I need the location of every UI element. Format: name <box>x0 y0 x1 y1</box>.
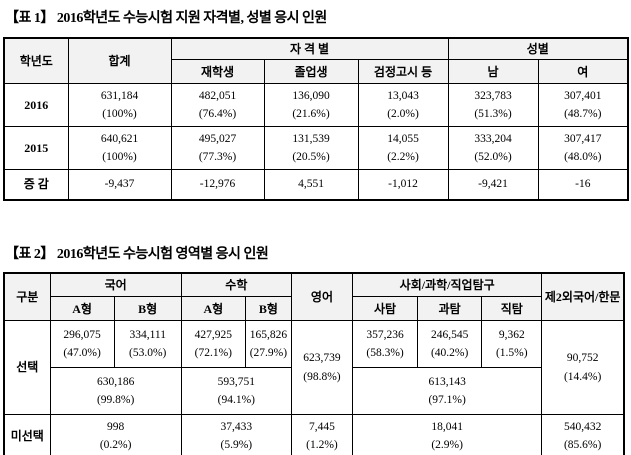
t2-header-category: 구분 <box>3 272 51 322</box>
t1-header-enrolled: 재학생 <box>170 59 265 85</box>
table-row: 증 감 -9,437 -12,976 4,551 -1,012 -9,421 -… <box>3 169 629 201</box>
table-row: 2016 631,184 (100%) 482,051 (76.4%) 136,… <box>3 83 629 128</box>
t2-unselected-math: 37,433 (5.9%) <box>180 414 292 455</box>
t2-selected-math-a: 427,925 (72.1%) <box>180 320 246 369</box>
t2-header-vocational: 직탐 <box>481 296 543 322</box>
t2-header-second-lang: 제2외국어/한문 <box>541 272 625 322</box>
t1-row2016-total: 631,184 (100%) <box>67 83 172 128</box>
t2-selected-english: 623,739 (98.8%) <box>290 320 354 416</box>
t1-row2016-male: 323,783 (51.3%) <box>447 83 539 128</box>
t1-row2016-label: 2016 <box>3 83 69 128</box>
t2-selected-korean-total: 630,186 (99.8%) <box>49 367 182 416</box>
t2-selected-vocational: 9,362 (1.5%) <box>481 320 543 369</box>
t2-header-korean-type-b: B형 <box>113 296 182 322</box>
t2-selected-science: 246,545 (40.2%) <box>417 320 483 369</box>
table1-applicants-by-qualification-gender: 학년도 합계 자 격 별 성별 재학생 졸업생 검정고시 등 남 여 2016 … <box>3 37 630 202</box>
t1-rowchange-ged: -1,012 <box>357 169 449 201</box>
t1-row2016-female: 307,401 (48.7%) <box>537 83 629 128</box>
t1-header-year: 학년도 <box>3 37 69 85</box>
t1-row2015-graduate: 131,539 (20.5%) <box>263 126 359 171</box>
table1-title: 【표 1】 2016학년도 수능시험 지원 자격별, 성별 응시 인원 <box>5 11 327 26</box>
t2-unselected-label: 미선택 <box>3 414 51 455</box>
table-row: 2015 640,621 (100%) 495,027 (77.3%) 131,… <box>3 126 629 171</box>
table2-title: 【표 2】 2016학년도 수능시험 영역별 응시 인원 <box>5 247 269 263</box>
t1-row2015-total: 640,621 (100%) <box>67 126 172 171</box>
t1-row2015-label: 2015 <box>3 126 69 171</box>
table-row: 선택 296,075 (47.0%) 334,111 (53.0%) 427,9… <box>3 320 625 416</box>
table2-applicants-by-subject: 구분 국어 수학 영어 사회/과학/직업탐구 제2외국어/한문 A형 B형 A형… <box>3 272 625 455</box>
t1-row2015-female: 307,417 (48.0%) <box>537 126 629 171</box>
t1-row2015-ged: 14,055 (2.2%) <box>357 126 449 171</box>
t1-rowchange-enrolled: -12,976 <box>170 169 265 201</box>
t1-row2016-ged: 13,043 (2.0%) <box>357 83 449 128</box>
t2-header-group-explore: 사회/과학/직업탐구 <box>351 272 543 298</box>
table-row: 630,186 (99.8%) 593,751 (94.1%) 613,143 … <box>4 367 624 416</box>
t1-header-female: 여 <box>537 59 629 85</box>
t1-header-male: 남 <box>447 59 539 85</box>
t2-selected-math-total: 593,751 (94.1%) <box>180 367 292 416</box>
t2-header-math-type-a: A형 <box>180 296 246 322</box>
t1-header-group-qualification: 자 격 별 <box>170 37 449 61</box>
t1-rowchange-male: -9,421 <box>447 169 539 201</box>
t2-header-social: 사탐 <box>351 296 419 322</box>
t1-row2016-enrolled: 482,051 (76.4%) <box>170 83 265 128</box>
t1-rowchange-label: 증 감 <box>3 169 69 201</box>
t2-unselected-explore: 18,041 (2.9%) <box>351 414 543 455</box>
t1-header-graduate: 졸업생 <box>263 59 359 85</box>
t2-selected-korean-a: 296,075 (47.0%) <box>49 320 115 369</box>
t2-selected-second-lang: 90,752 (14.4%) <box>541 320 625 416</box>
t2-header-english: 영어 <box>290 272 354 322</box>
t1-header-group-gender: 성별 <box>447 37 629 61</box>
t2-selected-math-b: 165,826 (27.9%) <box>244 320 292 369</box>
t1-header-total: 합계 <box>67 37 172 85</box>
t2-header-science: 과탐 <box>417 296 483 322</box>
t2-selected-label: 선택 <box>3 320 51 416</box>
t1-header-ged: 검정고시 등 <box>357 59 449 85</box>
t2-unselected-second-lang: 540,432 (85.6%) <box>541 414 625 455</box>
t2-unselected-korean: 998 (0.2%) <box>49 414 182 455</box>
t1-rowchange-graduate: 4,551 <box>263 169 359 201</box>
t2-selected-korean-b: 334,111 (53.0%) <box>113 320 182 369</box>
t1-row2016-graduate: 136,090 (21.6%) <box>263 83 359 128</box>
table-row: 미선택 998 (0.2%) 37,433 (5.9%) 7,445 (1.2%… <box>3 414 625 455</box>
t1-rowchange-female: -16 <box>537 169 629 201</box>
t2-selected-social: 357,236 (58.3%) <box>351 320 419 369</box>
t1-row2015-enrolled: 495,027 (77.3%) <box>170 126 265 171</box>
t2-header-group-math: 수학 <box>180 272 292 298</box>
t1-rowchange-total: -9,437 <box>67 169 172 201</box>
t2-selected-explore-total: 613,143 (97.1%) <box>351 367 543 416</box>
t1-row2015-male: 333,204 (52.0%) <box>447 126 539 171</box>
t2-unselected-english: 7,445 (1.2%) <box>290 414 354 455</box>
t2-header-math-type-b: B형 <box>244 296 292 322</box>
t2-header-group-korean: 국어 <box>49 272 182 298</box>
t2-header-korean-type-a: A형 <box>49 296 115 322</box>
